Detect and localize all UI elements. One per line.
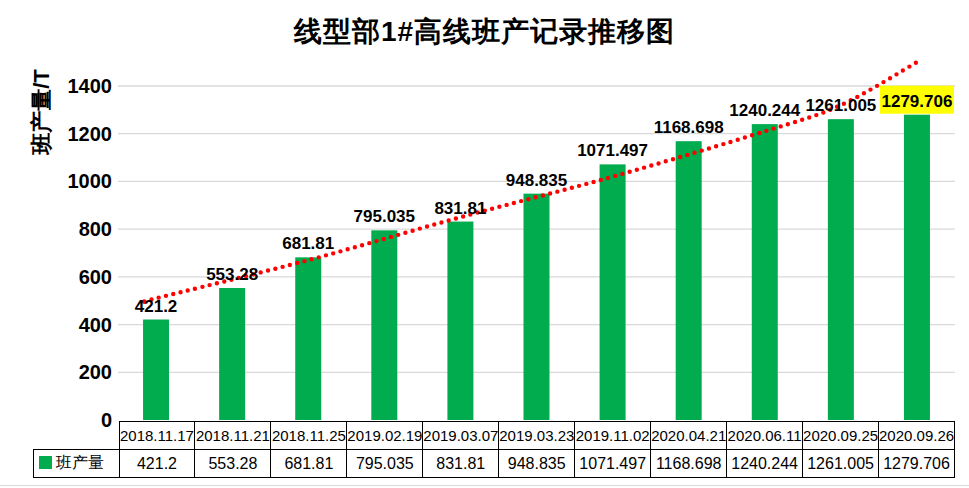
y-tick-label: 1000 (68, 170, 113, 192)
value-cell[interactable]: 831.81 (423, 450, 499, 478)
bar[interactable] (219, 288, 245, 420)
value-cell[interactable]: 421.2 (119, 450, 195, 478)
data-label: 1168.698 (654, 118, 724, 137)
y-tick-label: 600 (79, 266, 112, 288)
plot-area: 0200400600800100012001400421.2553.28681.… (0, 0, 969, 488)
date-cell[interactable]: 2018.11.17 (119, 422, 195, 450)
bar[interactable] (904, 115, 930, 420)
date-cell[interactable]: 2019.03.23 (499, 422, 575, 450)
chart-canvas: 线型部1#高线班产记录推移图 班产量/T 0200400600800100012… (0, 0, 969, 488)
y-tick-label: 400 (79, 314, 112, 336)
date-cell[interactable]: 2020.09.26 (879, 422, 955, 450)
series-swatch-icon (39, 456, 52, 469)
bar[interactable] (524, 194, 550, 420)
date-cell[interactable]: 2018.11.25 (271, 422, 347, 450)
series-name-label: 班产量 (56, 454, 104, 471)
data-label: 795.035 (354, 207, 415, 226)
bar[interactable] (447, 222, 473, 420)
date-cell[interactable]: 2019.11.02 (575, 422, 651, 450)
data-label: 1071.497 (577, 141, 648, 160)
date-cell[interactable]: 2019.02.19 (347, 422, 423, 450)
data-label: 1240.244 (729, 101, 800, 120)
y-tick-label: 200 (79, 361, 112, 383)
value-row: 班产量 421.2553.28681.81795.035831.81948.83… (34, 450, 955, 478)
data-label: 421.2 (135, 297, 178, 316)
date-cell[interactable]: 2020.09.25 (803, 422, 879, 450)
data-label: 681.81 (282, 234, 334, 253)
value-cell[interactable]: 1071.497 (575, 450, 651, 478)
value-cell[interactable]: 795.035 (347, 450, 423, 478)
value-cell[interactable]: 1279.706 (879, 450, 955, 478)
value-cell[interactable]: 1261.005 (803, 450, 879, 478)
data-label: 831.81 (434, 199, 486, 218)
date-row: 2018.11.172018.11.212018.11.252019.02.19… (34, 422, 955, 450)
bar[interactable] (676, 141, 702, 420)
data-table: 2018.11.172018.11.212018.11.252019.02.19… (33, 421, 955, 478)
y-tick-label: 1200 (68, 123, 113, 145)
bar[interactable] (143, 320, 169, 420)
bar[interactable] (752, 124, 778, 420)
value-cell[interactable]: 1240.244 (727, 450, 803, 478)
bottom-divider (0, 485, 969, 486)
data-label: 1261.005 (805, 96, 876, 115)
data-label: 948.835 (506, 171, 567, 190)
value-cell[interactable]: 553.28 (195, 450, 271, 478)
bar[interactable] (828, 119, 854, 420)
value-cell[interactable]: 1168.698 (651, 450, 727, 478)
bar[interactable] (295, 257, 321, 420)
bar[interactable] (371, 230, 397, 420)
y-tick-label: 800 (79, 218, 112, 240)
data-label: 553.28 (206, 265, 258, 284)
data-label-highlighted: 1279.706 (882, 92, 953, 111)
date-cell[interactable]: 2020.06.11 (727, 422, 803, 450)
legend-cell[interactable]: 班产量 (34, 450, 120, 478)
value-cell[interactable]: 948.835 (499, 450, 575, 478)
date-cell[interactable]: 2018.11.21 (195, 422, 271, 450)
y-tick-label: 1400 (68, 75, 113, 97)
date-cell[interactable]: 2020.04.21 (651, 422, 727, 450)
bar[interactable] (600, 164, 626, 420)
corner-cell (34, 422, 120, 450)
date-cell[interactable]: 2019.03.07 (423, 422, 499, 450)
value-cell[interactable]: 681.81 (271, 450, 347, 478)
